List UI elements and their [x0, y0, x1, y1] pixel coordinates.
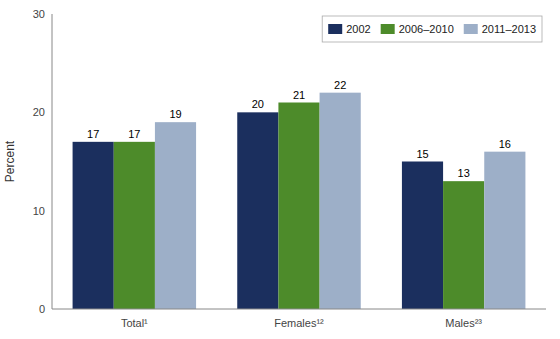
data-label: 19	[169, 108, 181, 120]
data-label: 17	[128, 128, 140, 140]
data-labels: 17 20 15 17 21 13 19 22 16	[87, 79, 511, 180]
x-tick-label: Total¹	[121, 317, 148, 329]
bar	[278, 103, 319, 310]
legend-label: 2006–2010	[399, 23, 454, 35]
bar	[320, 93, 361, 309]
data-label: 21	[293, 89, 305, 101]
x-axis-line	[52, 309, 546, 310]
legend-label: 2011–2013	[482, 23, 536, 35]
legend-swatch	[464, 24, 478, 34]
y-tick-label: 0	[39, 303, 45, 315]
data-label: 17	[87, 128, 99, 140]
bar	[443, 181, 484, 309]
data-label: 16	[499, 138, 511, 150]
data-label: 20	[252, 98, 264, 110]
bars	[73, 93, 526, 309]
chart: 0 10 20 30 Percent 17 20 15 17 21 13 19 22 16 Total¹ Fe…	[0, 0, 560, 339]
bar	[73, 142, 114, 309]
data-label: 13	[458, 167, 470, 179]
data-label: 22	[334, 79, 346, 91]
x-tick-label: Females¹²	[274, 317, 324, 329]
bar	[155, 122, 196, 309]
legend-frame	[322, 16, 542, 42]
legend-label: 2002	[346, 23, 370, 35]
bar	[114, 142, 155, 309]
bar	[402, 162, 443, 310]
legend: 2002 2006–2010 2011–2013	[322, 16, 542, 42]
y-axis-label: Percent	[3, 140, 17, 182]
y-tick-label: 10	[33, 205, 45, 217]
legend-swatch	[381, 24, 395, 34]
bar	[237, 112, 278, 309]
y-tick-label: 30	[33, 8, 45, 20]
data-label: 15	[416, 148, 428, 160]
legend-swatch	[328, 24, 342, 34]
x-tick-label: Males²³	[445, 317, 482, 329]
y-axis-line	[52, 14, 53, 309]
bar	[484, 152, 525, 309]
y-tick-label: 20	[33, 106, 45, 118]
